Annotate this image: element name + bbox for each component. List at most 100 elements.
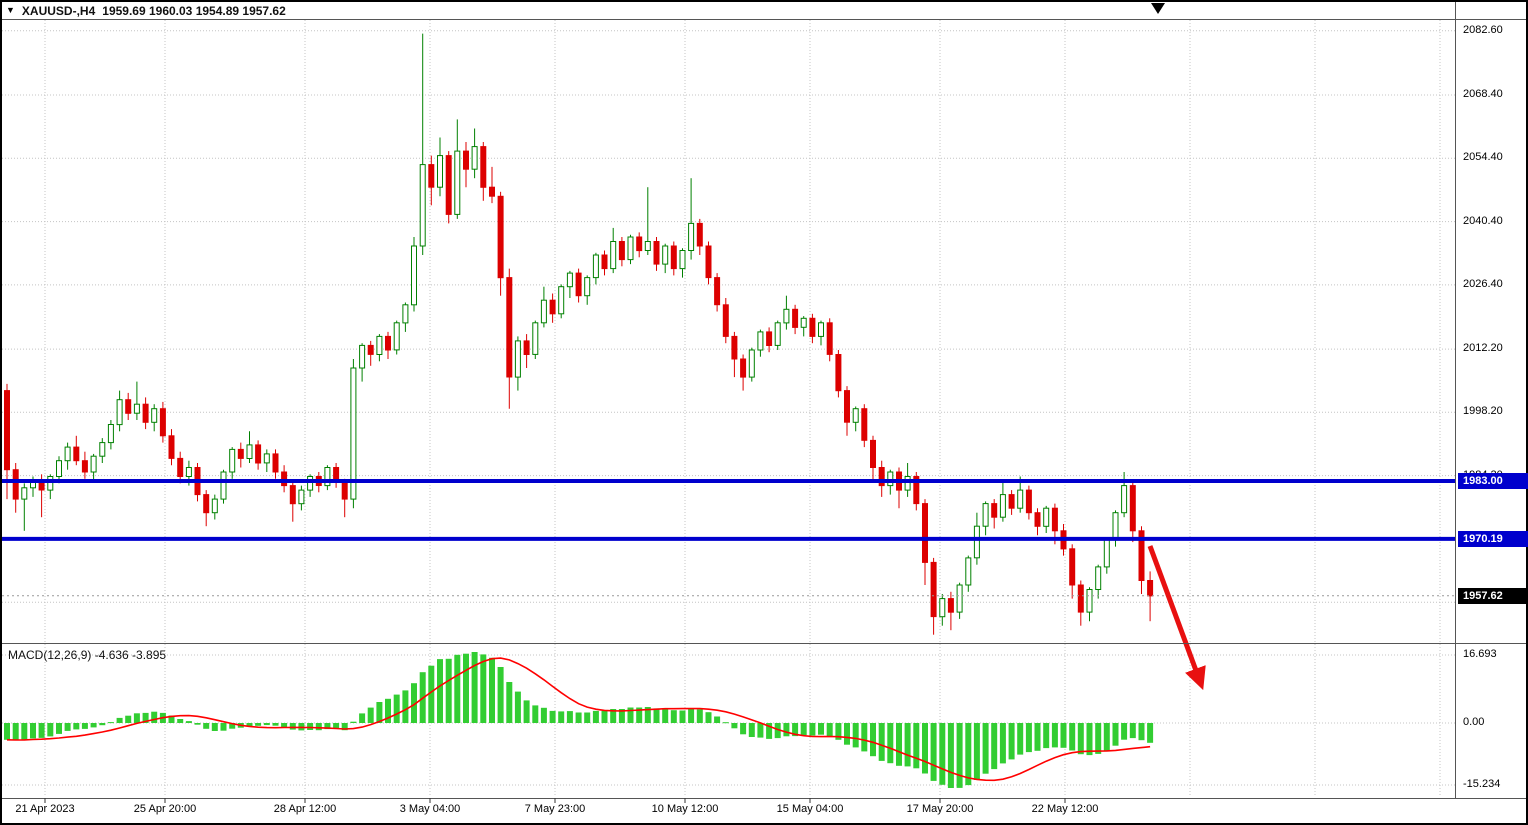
macd-histogram-bar bbox=[1121, 723, 1128, 740]
macd-histogram-bar bbox=[1025, 723, 1032, 753]
macd-histogram-bar bbox=[246, 723, 253, 726]
macd-axis-label: 0.00 bbox=[1463, 716, 1485, 728]
candle-up bbox=[419, 164, 426, 247]
macd-axis-label: -15.234 bbox=[1463, 778, 1501, 791]
macd-layer bbox=[4, 652, 1154, 788]
macd-histogram-bar bbox=[618, 709, 625, 723]
time-axis-label: 25 Apr 20:00 bbox=[133, 803, 197, 815]
candle-down bbox=[1129, 485, 1136, 532]
candle-down bbox=[237, 448, 244, 459]
candle-up bbox=[359, 344, 366, 369]
macd-histogram-bar bbox=[887, 723, 894, 764]
macd-histogram-bar bbox=[1017, 723, 1024, 755]
macd-histogram-bar bbox=[610, 709, 617, 723]
macd-histogram-bar bbox=[255, 723, 262, 726]
macd-histogram-bar bbox=[1069, 723, 1076, 751]
time-axis[interactable]: 21 Apr 2023 25 Apr 20:00 28 Apr 12:00 3 May… bbox=[0, 800, 1456, 823]
macd-histogram-bar bbox=[844, 723, 850, 745]
macd-histogram-bar bbox=[133, 713, 140, 723]
candle-up bbox=[133, 403, 140, 414]
candle-up bbox=[229, 448, 236, 473]
macd-histogram-bar bbox=[714, 716, 721, 723]
macd-histogram-bar bbox=[1043, 723, 1050, 749]
macd-histogram-bar bbox=[566, 711, 573, 723]
candle-down bbox=[81, 460, 88, 473]
candle-up bbox=[1095, 566, 1102, 591]
macd-histogram-bar bbox=[341, 723, 348, 731]
candle-down bbox=[1034, 512, 1041, 527]
candle-down bbox=[177, 457, 184, 477]
symbol-title: XAUUSD-,H4 bbox=[21, 3, 96, 18]
macd-histogram-bar bbox=[774, 723, 781, 739]
macd-histogram-bar bbox=[904, 723, 911, 767]
macd-axis[interactable]: 16.693 0.00 -15.234 bbox=[1458, 0, 1528, 798]
candle-down bbox=[1069, 548, 1076, 586]
candle-up bbox=[1086, 589, 1093, 613]
macd-histogram-bar bbox=[878, 723, 885, 761]
candle-down bbox=[844, 390, 850, 423]
candle-down bbox=[341, 480, 348, 500]
macd-histogram-bar bbox=[177, 719, 184, 723]
candle-down bbox=[913, 476, 920, 505]
candle-up bbox=[350, 367, 357, 500]
macd-histogram-bar bbox=[549, 710, 556, 723]
chart-shift-marker-icon[interactable] bbox=[1151, 3, 1165, 14]
macd-histogram-bar bbox=[826, 723, 833, 737]
candle-up bbox=[307, 476, 314, 491]
last-price-badge: 1957.62 bbox=[1458, 587, 1528, 604]
macd-histogram-bar bbox=[540, 707, 547, 723]
macd-histogram-bar bbox=[350, 721, 357, 723]
macd-histogram-bar bbox=[965, 723, 972, 786]
macd-histogram-bar bbox=[514, 691, 521, 723]
candle-up bbox=[662, 245, 669, 265]
macd-histogram-bar bbox=[211, 723, 218, 731]
price-badge-1970.19: 1970.19 bbox=[1458, 530, 1528, 547]
macd-histogram-bar bbox=[1034, 723, 1041, 751]
candle-up bbox=[584, 277, 591, 297]
macd-histogram-bar bbox=[592, 710, 599, 723]
candle-up bbox=[973, 525, 980, 559]
macd-histogram-bar bbox=[411, 683, 417, 723]
macd-histogram-bar bbox=[653, 708, 660, 723]
candle-up bbox=[644, 241, 651, 251]
macd-indicator-label: MACD(12,26,9) -4.636 -3.895 bbox=[8, 648, 167, 662]
time-axis-label: 10 May 12:00 bbox=[651, 803, 719, 815]
macd-histogram-bar bbox=[670, 710, 677, 723]
macd-histogram-bar bbox=[168, 715, 175, 723]
candle-up bbox=[774, 322, 781, 346]
candle-up bbox=[99, 442, 106, 457]
macd-histogram-bar bbox=[463, 653, 469, 723]
macd-histogram-bar bbox=[740, 723, 747, 735]
candle-up bbox=[402, 304, 409, 324]
macd-histogram-bar bbox=[1095, 723, 1102, 754]
trend-arrow-annotation[interactable] bbox=[1147, 545, 1206, 691]
candle-down bbox=[255, 444, 262, 464]
candle-up bbox=[999, 494, 1006, 518]
macd-histogram-bar bbox=[497, 667, 504, 723]
price-axis[interactable]: 2082.60 2068.40 2054.40 2040.40 2026.40 2012.… bbox=[1458, 0, 1528, 798]
macd-histogram-bar bbox=[532, 705, 539, 723]
candle-down bbox=[766, 331, 773, 346]
time-axis-label: 7 May 23:00 bbox=[524, 803, 586, 815]
candle-up bbox=[116, 399, 123, 426]
macd-histogram-bar bbox=[385, 698, 391, 723]
candle-up bbox=[679, 250, 686, 270]
candle-up bbox=[1112, 512, 1119, 541]
price-axis-label: 2068.40 bbox=[1463, 88, 1503, 101]
macd-histogram-bar bbox=[437, 659, 443, 723]
macd-histogram-bar bbox=[636, 707, 643, 723]
macd-histogram-bar bbox=[722, 722, 729, 724]
time-axis-label: 15 May 04:00 bbox=[776, 803, 844, 815]
candle-down bbox=[367, 344, 374, 355]
candle-up bbox=[64, 446, 71, 462]
macd-histogram-bar bbox=[402, 690, 409, 723]
macd-histogram-bar bbox=[315, 723, 322, 731]
macd-histogram-bar bbox=[1051, 723, 1058, 748]
candle-down bbox=[4, 390, 10, 471]
candle-up bbox=[56, 460, 62, 478]
symbol-marker-icon: ▼ bbox=[6, 5, 15, 15]
macd-histogram-bar bbox=[21, 723, 28, 740]
candle-down bbox=[142, 403, 149, 423]
